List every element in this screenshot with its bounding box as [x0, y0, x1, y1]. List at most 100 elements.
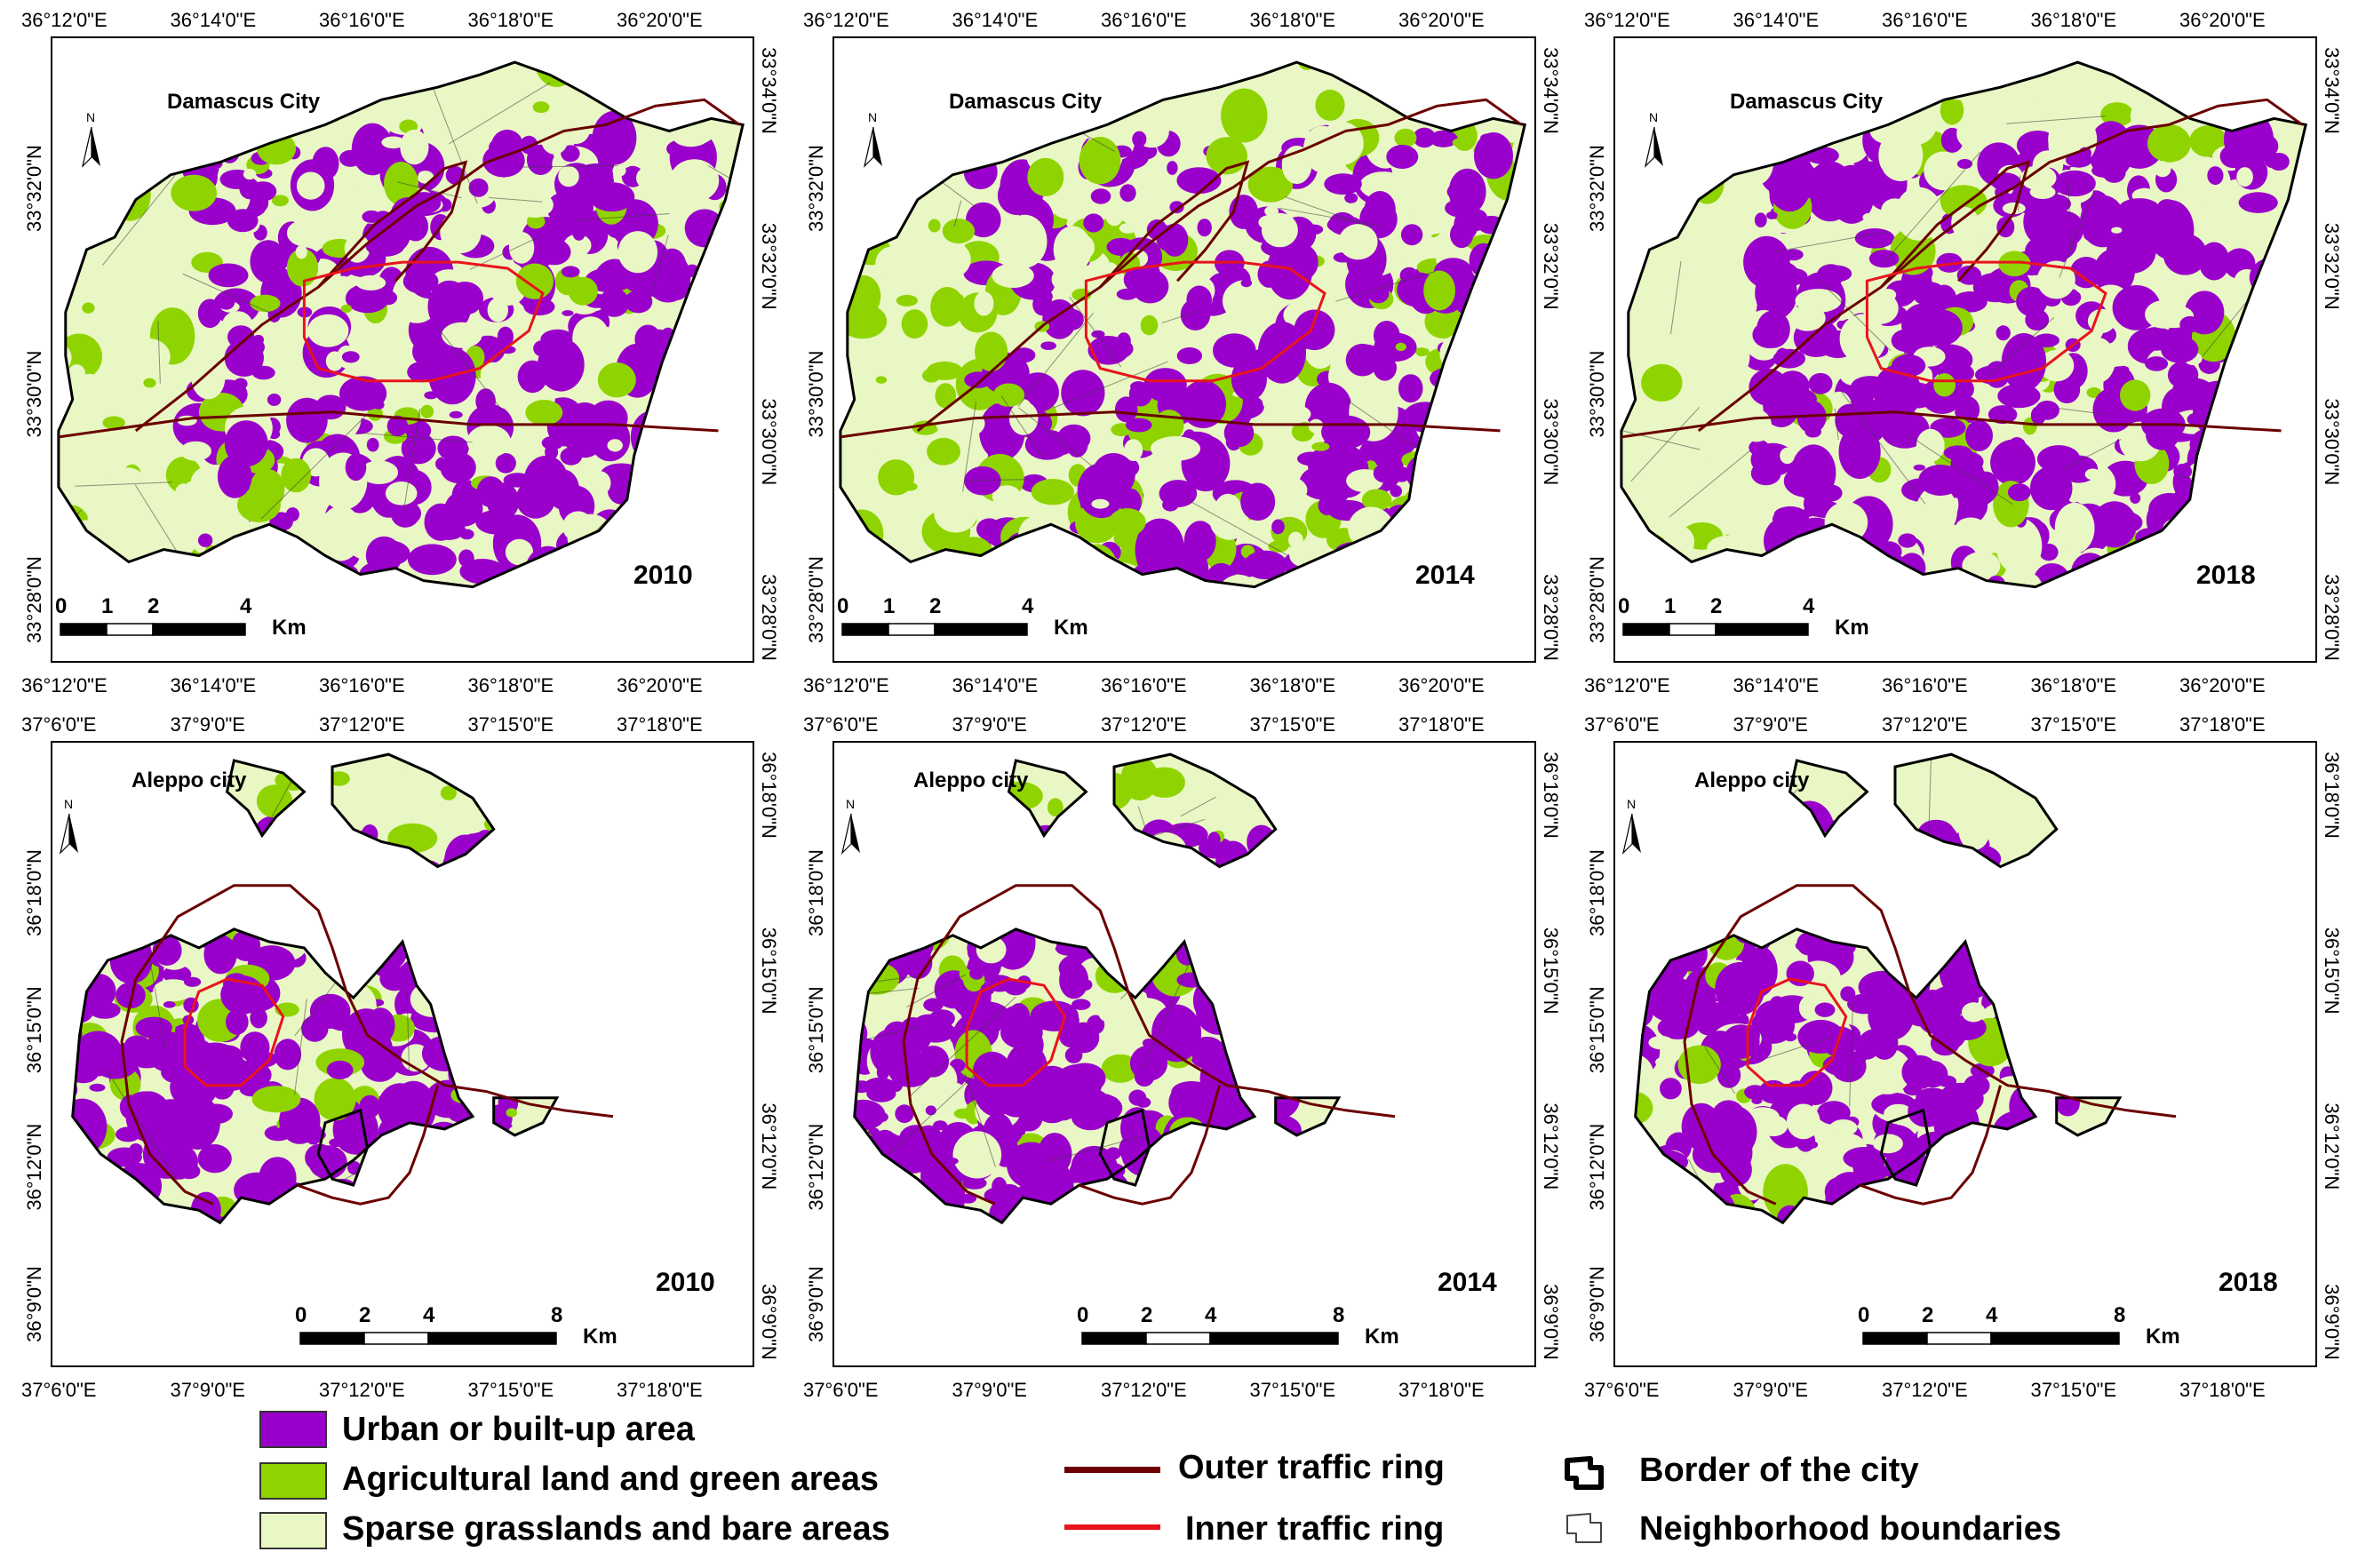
- land-patch: [1091, 453, 1135, 497]
- land-patch: [875, 246, 908, 282]
- tick-label-top: 36°16'0"E: [1882, 9, 1968, 31]
- neighborhood-boundary: [1180, 796, 1216, 817]
- land-patch: [2084, 468, 2101, 481]
- scale-unit: Km: [1835, 616, 1869, 640]
- scale-segment: [1209, 1332, 1339, 1345]
- tick-label-bottom: 37°15'0"E: [1250, 1379, 1336, 1401]
- city-border: [853, 927, 1257, 1225]
- land-patch: [1916, 428, 1945, 462]
- tick-label-top: 37°18'0"E: [1398, 713, 1485, 736]
- land-patch: [1040, 341, 1056, 351]
- neighborhood-boundary: [1669, 450, 1751, 518]
- land-patch: [1895, 187, 1943, 241]
- land-patch: [5, 1065, 26, 1078]
- land-patch: [107, 489, 120, 505]
- tick-label-top: 37°18'0"E: [2179, 713, 2266, 736]
- neighborhood-boundary: [1000, 395, 1045, 460]
- tick-label-top: 36°14'0"E: [171, 9, 257, 31]
- land-patch: [345, 453, 367, 482]
- land-cover: [1621, 62, 2306, 587]
- scale-label: 0: [295, 1303, 307, 1327]
- land-patch: [1532, 881, 1573, 919]
- land-patch: [1996, 216, 2015, 238]
- land-patch: [0, 1143, 16, 1175]
- land-patch: [1091, 330, 1105, 338]
- land-patch: [763, 1262, 778, 1277]
- land-patch: [928, 219, 941, 233]
- land-patch: [1833, 203, 1850, 217]
- land-patch: [1534, 1022, 1579, 1047]
- city-border: [71, 927, 475, 1225]
- tick-label-bottom: 36°16'0"E: [1882, 674, 1968, 696]
- neighborhood-boundary: [1048, 1135, 1143, 1162]
- tick-label-right: 36°9'0"N: [2321, 1284, 2343, 1360]
- land-patch: [1961, 1002, 1986, 1023]
- land-patch: [562, 402, 608, 458]
- scale-segment: [1081, 1332, 1147, 1345]
- scale-label: 2: [929, 594, 941, 618]
- land-patch: [1398, 374, 1423, 403]
- land-patch: [379, 291, 397, 306]
- legend-swatch-urban: [259, 1411, 327, 1448]
- map-year: 2018: [2196, 561, 2256, 590]
- north-arrow-left: [1654, 127, 1663, 166]
- land-patch: [526, 214, 546, 229]
- neighborhood-boundary: [397, 181, 462, 199]
- tick-label-bottom: 36°20'0"E: [617, 674, 703, 696]
- land-patch: [1754, 212, 1767, 227]
- neighborhood-boundary: [966, 479, 1027, 482]
- tick-label-right: 36°15'0"N: [758, 927, 780, 1015]
- land-patch: [0, 1069, 14, 1101]
- neighborhood-boundary: [157, 320, 161, 384]
- land-patch: [223, 973, 250, 995]
- land-patch: [1105, 1147, 1121, 1160]
- neighborhood-boundary: [406, 991, 410, 1073]
- land-patch: [93, 1048, 139, 1079]
- neighborhood-boundary: [1908, 434, 2013, 505]
- city-border: [1274, 1096, 1342, 1137]
- scale-label: 4: [1986, 1303, 1998, 1327]
- tick-label-top: 36°20'0"E: [617, 9, 703, 31]
- land-patch: [1399, 267, 1419, 284]
- land-patch: [384, 162, 418, 206]
- tick-label-top: 36°16'0"E: [319, 9, 405, 31]
- land-patch: [159, 1143, 198, 1180]
- land-patch: [1109, 508, 1146, 537]
- neighborhood-boundary: [1284, 196, 1372, 228]
- tick-label-bottom: 37°18'0"E: [2179, 1379, 2266, 1401]
- land-patch: [840, 304, 888, 339]
- land-patch: [233, 1068, 246, 1078]
- land-patch: [227, 325, 255, 349]
- land-patch: [1008, 401, 1039, 435]
- land-patch: [787, 1208, 835, 1232]
- outer-traffic-ring: [134, 98, 741, 433]
- land-patch: [0, 943, 40, 991]
- city-border: [57, 60, 745, 589]
- tick-label-left: 33°30'0"N: [805, 351, 827, 438]
- outer-traffic-ring: [1697, 98, 2304, 433]
- land-patch: [925, 1105, 936, 1116]
- scale-label: 2: [1141, 1303, 1152, 1327]
- land-patch: [1170, 117, 1186, 127]
- legend-line-inner-ring: [1064, 1524, 1160, 1530]
- tick-label-left: 36°18'0"N: [23, 849, 45, 936]
- city-title: Aleppo city: [913, 768, 1029, 792]
- land-patch: [2250, 214, 2264, 227]
- land-patch: [1806, 1141, 1819, 1149]
- land-patch: [1903, 1159, 1924, 1176]
- land-patch: [1760, 956, 1772, 969]
- land-patch: [2163, 234, 2208, 275]
- land-patch: [562, 110, 591, 145]
- land-patch: [2130, 104, 2148, 127]
- land-patch: [1852, 1146, 1885, 1188]
- land-patch: [1430, 130, 1458, 147]
- land-patch: [1361, 489, 1392, 512]
- neighborhood-boundary: [1142, 963, 1190, 1070]
- land-patch: [1880, 410, 1930, 449]
- scale-label: 2: [147, 594, 159, 618]
- land-patch: [572, 223, 586, 241]
- land-patch: [89, 1001, 121, 1019]
- scale-bar: 0 1 2 4 Km: [55, 594, 307, 640]
- north-arrow-right: [1621, 813, 1633, 855]
- scale-segment: [1862, 1332, 1928, 1345]
